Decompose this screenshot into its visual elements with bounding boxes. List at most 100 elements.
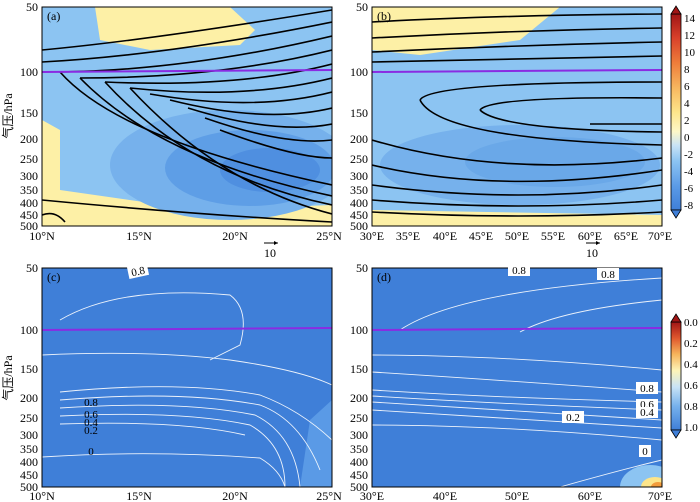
- panel-a-ytick-250: 250: [20, 152, 38, 166]
- panel-b-yticks: 50 100 150 200 250 300 350 400 450 500: [350, 0, 368, 233]
- panel-c-clabel-5: 0: [88, 446, 94, 458]
- panel-d-xtick-60E: 60°E: [578, 489, 602, 502]
- cb-top-tick-7: 0: [684, 132, 690, 144]
- panel-b-ytick-50: 50: [356, 0, 368, 14]
- panel-d-clabel-6: 0: [642, 446, 648, 458]
- cb-top-tick-6: 2: [684, 115, 690, 127]
- panel-a-ytick-450: 450: [20, 208, 38, 222]
- panel-a-ytick-150: 150: [20, 106, 38, 120]
- panel-d-clabel-0: 0.8: [512, 265, 526, 277]
- cb-top-tick-5: 4: [684, 98, 690, 110]
- panel-d-label: (d): [377, 270, 391, 284]
- panel-d-ytick-50: 50: [356, 261, 368, 275]
- cb-top-tick-8: -2: [684, 149, 693, 161]
- panel-b-ytick-150: 150: [350, 106, 368, 120]
- panel-a-ytick-100: 100: [20, 65, 38, 79]
- cb-top-tick-9: -4: [684, 166, 694, 178]
- panel-d-clabel-5: 0.2: [566, 412, 580, 424]
- panel-a-label: (a): [47, 9, 60, 23]
- panel-c: (c) 0.8 0.8 0.6 0.4 0.2 0 50 100 150 200…: [0, 261, 342, 502]
- panel-d-ytick-200: 200: [350, 391, 368, 405]
- cb-top-tick-11: -8: [684, 200, 694, 212]
- panel-c-ytick-400: 400: [20, 455, 38, 469]
- cb-top-tick-3: 8: [684, 64, 690, 76]
- panel-c-xtick-25N: 25°N: [316, 489, 342, 502]
- panel-b-xtick-70E: 70°E: [648, 229, 672, 243]
- panel-b-ytick-500: 500: [350, 219, 368, 233]
- panel-c-ytick-300: 300: [20, 428, 38, 442]
- panel-c-ytick-150: 150: [20, 362, 38, 376]
- panel-d-xtick-40E: 40°E: [433, 489, 457, 502]
- panel-c-contour-labels: 0.8 0.8 0.6 0.4 0.2 0: [84, 263, 150, 458]
- panel-d-clabel-2: 0.8: [640, 383, 654, 395]
- panel-a-fill: [42, 7, 332, 226]
- panel-b-xtick-30E: 30°E: [360, 229, 384, 243]
- panel-d-yticks: 50 100 150 200 250 300 350 400 450 500: [350, 261, 368, 494]
- panel-a-yticks: 50 100 150 200 250 300 350 400 450 500: [20, 0, 38, 233]
- panel-a-xtick-20N: 20°N: [222, 229, 248, 243]
- panel-c-label: (c): [47, 270, 60, 284]
- panel-c-ytick-250: 250: [20, 411, 38, 425]
- panel-a-vector-key-label: 10: [264, 246, 276, 260]
- cb-bot-tick-5: 1.0: [684, 422, 698, 434]
- panel-b-ytick-200: 200: [350, 132, 368, 146]
- panel-c-ylabel: 气压/hPa: [0, 355, 15, 401]
- cb-top-tick-10: -6: [684, 183, 694, 195]
- panel-d-xtick-50E: 50°E: [505, 489, 529, 502]
- panel-b-ytick-250: 250: [350, 152, 368, 166]
- panel-d-clabel-1: 0.8: [601, 269, 615, 281]
- cb-top-tick-4: 6: [684, 81, 690, 93]
- panel-d-ytick-100: 100: [350, 323, 368, 337]
- panel-c-ytick-350: 350: [20, 442, 38, 456]
- panel-b-xtick-55E: 55°E: [541, 229, 565, 243]
- panel-b-vector-key-label: 10: [586, 246, 598, 260]
- panel-d-xtick-70E: 70°E: [648, 489, 672, 502]
- cb-bot-tick-1: 0.2: [684, 338, 698, 350]
- panel-d-contours: [372, 277, 662, 487]
- panel-b-xtick-35E: 35°E: [396, 229, 420, 243]
- panel-c-ytick-500: 500: [20, 480, 38, 494]
- panel-b: (b) 50 100 150 200 250 300 350 400 450 5…: [350, 0, 672, 260]
- panel-b-xtick-65E: 65°E: [614, 229, 638, 243]
- panel-c-xtick-10N: 10°N: [29, 489, 55, 502]
- panel-a-xtick-15N: 15°N: [126, 229, 152, 243]
- cb-top-tick-0: 14: [684, 13, 696, 25]
- panel-b-ytick-400: 400: [350, 196, 368, 210]
- panel-c-xtick-20N: 20°N: [222, 489, 248, 502]
- panel-b-label: (b): [377, 9, 391, 23]
- panel-c-ytick-50: 50: [26, 261, 38, 275]
- panel-b-xtick-40E: 40°E: [433, 229, 457, 243]
- panel-a-ytick-300: 300: [20, 169, 38, 183]
- panel-a-ytick-400: 400: [20, 196, 38, 210]
- panel-b-xticks: 30°E 35°E 40°E 45°E 50°E 55°E 60°E 65°E …: [360, 229, 672, 243]
- panel-d-fill: [372, 268, 662, 487]
- panel-a-xtick-25N: 25°N: [316, 229, 342, 243]
- panel-d-xtick-30E: 30°E: [360, 489, 384, 502]
- panel-d-clabel-4: 0.4: [640, 407, 654, 419]
- panel-c-clabel-0: 0.8: [130, 265, 146, 280]
- colorbar-top: 14 12 10 8 6 4 2 0 -2 -4 -6 -8: [670, 5, 696, 219]
- panel-b-ytick-300: 300: [350, 169, 368, 183]
- panel-b-xtick-50E: 50°E: [505, 229, 529, 243]
- panel-c-ytick-450: 450: [20, 468, 38, 482]
- panel-a: (a) 50 100 150 200 250 300 350 400 450 5…: [0, 0, 342, 260]
- cb-bot-tick-0: 0.0: [684, 317, 698, 329]
- panel-b-contours: [372, 13, 662, 217]
- panel-d-ytick-150: 150: [350, 362, 368, 376]
- panel-c-clabel-1: 0.8: [84, 397, 98, 409]
- panel-d-ytick-250: 250: [350, 411, 368, 425]
- panel-a-xticks: 10°N 15°N 20°N 25°N: [29, 229, 342, 243]
- panel-a-ytick-350: 350: [20, 183, 38, 197]
- cb-top-tick-1: 12: [684, 30, 695, 42]
- colorbar-bottom: 0.0 0.2 0.4 0.6 0.8 1.0: [670, 313, 698, 439]
- cb-bot-tick-2: 0.4: [684, 359, 698, 371]
- panel-a-xtick-10N: 10°N: [29, 229, 55, 243]
- cb-bot-tick-3: 0.6: [684, 380, 698, 392]
- panel-a-ytick-500: 500: [20, 219, 38, 233]
- panel-b-ytick-100: 100: [350, 65, 368, 79]
- cb-top-tick-2: 10: [684, 47, 696, 59]
- panel-c-fill: [42, 268, 332, 487]
- panel-c-yticks: 50 100 150 200 250 300 350 400 450 500: [20, 261, 38, 494]
- panel-b-vector-key: 10: [586, 241, 600, 260]
